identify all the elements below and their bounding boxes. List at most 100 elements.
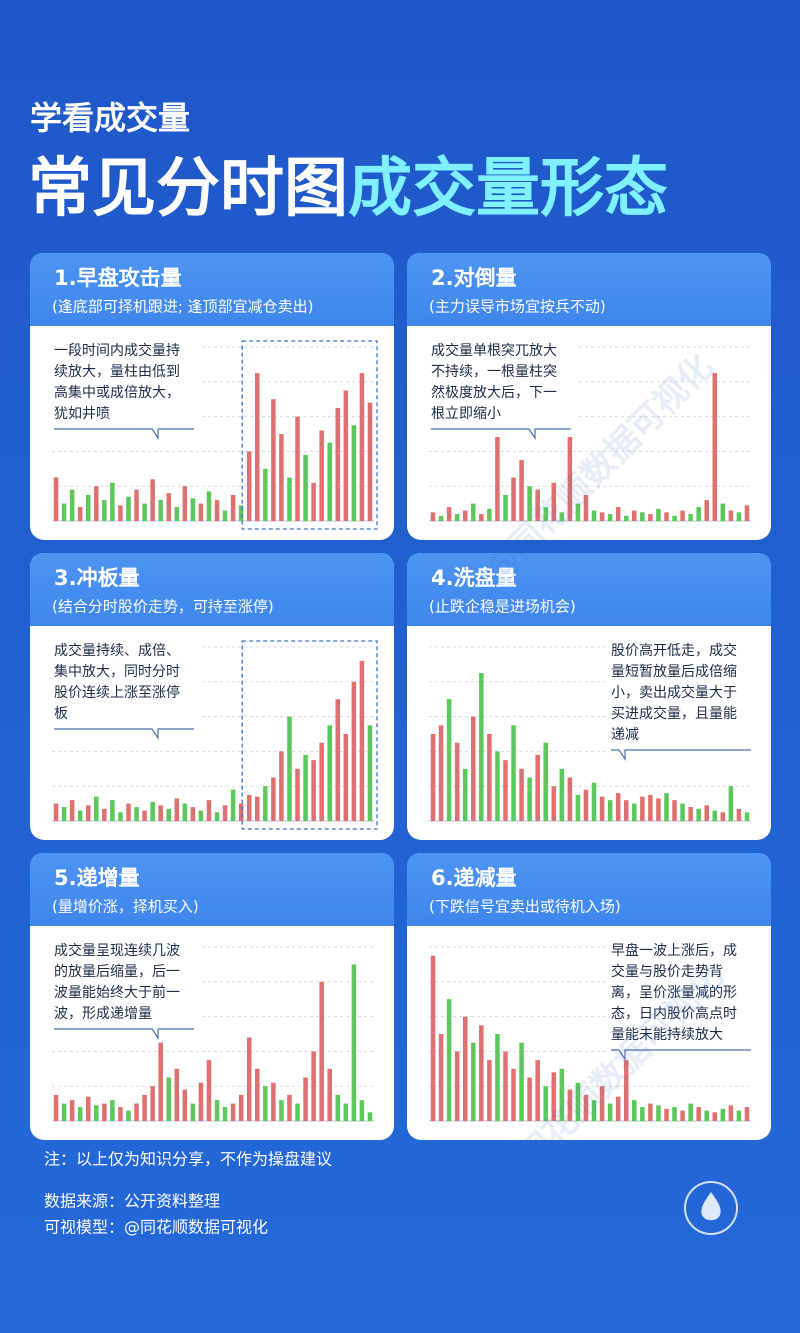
bar	[311, 1051, 316, 1121]
bar	[311, 482, 316, 521]
bar	[535, 754, 540, 821]
note: 注：以上仅为知识分享，不作为操盘建议	[44, 1150, 332, 1169]
bar	[599, 1086, 605, 1121]
bar	[591, 782, 597, 821]
bar	[222, 805, 228, 821]
bar	[471, 1042, 476, 1121]
main-title: 常见分时图成交量形态	[28, 152, 668, 226]
bar	[94, 796, 99, 821]
bar	[607, 800, 613, 821]
bar	[102, 1103, 107, 1121]
bar	[319, 430, 324, 521]
bar	[632, 1100, 637, 1121]
bar	[696, 507, 701, 521]
bar	[511, 1068, 516, 1121]
bar	[648, 514, 653, 521]
bar	[527, 777, 532, 821]
bar	[255, 373, 260, 521]
bar	[567, 1089, 573, 1121]
bar	[623, 515, 629, 521]
bar	[454, 1051, 460, 1121]
bar	[295, 416, 300, 521]
annotation-bg	[50, 639, 200, 737]
bar	[672, 1107, 677, 1121]
panel-title: 4.洗盘量	[431, 566, 517, 590]
bar	[69, 489, 75, 521]
bar	[198, 1082, 204, 1121]
bar	[438, 515, 444, 521]
bar	[559, 768, 565, 821]
bar	[158, 500, 163, 521]
bar	[319, 981, 324, 1121]
bar	[728, 1105, 734, 1121]
bar	[110, 482, 115, 521]
bar	[495, 416, 500, 521]
bar	[599, 512, 605, 521]
bar	[712, 373, 718, 521]
bar	[462, 768, 468, 821]
bar	[688, 1103, 693, 1121]
bar	[503, 494, 508, 521]
bar	[230, 494, 236, 521]
bar	[182, 803, 188, 821]
bar	[454, 742, 460, 821]
bar	[174, 798, 180, 821]
bar	[720, 812, 726, 821]
bar	[110, 800, 115, 821]
bar	[672, 515, 677, 521]
bar	[591, 510, 597, 521]
bar	[688, 514, 693, 521]
bar	[599, 796, 605, 821]
panel-title: 2.对倒量	[431, 266, 517, 290]
bar	[190, 498, 196, 521]
bar	[214, 500, 220, 521]
title-accent: 成交量形态	[348, 152, 668, 226]
panel-subtitle: (主力误导市场宜按兵不动)	[429, 298, 606, 316]
panel-header	[30, 553, 394, 626]
bar	[430, 512, 436, 521]
bar	[430, 734, 436, 821]
bar	[446, 999, 452, 1121]
bar	[664, 512, 669, 521]
bar	[511, 725, 516, 821]
bar	[479, 514, 484, 521]
bar	[126, 496, 131, 521]
bar	[94, 486, 99, 521]
bar	[351, 425, 357, 521]
bar	[263, 468, 268, 521]
bar	[271, 777, 276, 821]
bar	[359, 373, 365, 521]
annotation-line: 递减	[611, 727, 639, 743]
source: 数据来源：公开资料整理	[44, 1192, 220, 1211]
panel-title: 5.递增量	[54, 866, 140, 890]
annotation-line: 波量能始终大于前一	[54, 984, 180, 1001]
bar	[462, 1016, 468, 1121]
bar	[303, 454, 308, 521]
annotation-line: 早盘一波上涨后，成	[611, 942, 737, 959]
annotation-line: 板	[54, 706, 68, 722]
bar	[263, 1086, 268, 1121]
panel-header	[407, 853, 771, 926]
bar	[704, 1110, 709, 1121]
bar	[142, 810, 147, 821]
bar	[61, 1103, 67, 1121]
bar	[503, 760, 508, 821]
bar	[640, 512, 645, 521]
bar	[198, 810, 204, 821]
bar	[471, 503, 476, 521]
bar	[134, 807, 139, 821]
panel-subtitle: (下跌信号宜卖出或待机入场)	[429, 898, 621, 916]
callout-line	[54, 428, 194, 440]
annotation-bg	[607, 639, 757, 758]
title-white: 常见分时图	[28, 152, 348, 226]
bar	[206, 1060, 212, 1121]
panel-header	[407, 553, 771, 626]
bar	[575, 794, 581, 821]
bar	[446, 699, 452, 821]
bar	[166, 1077, 171, 1121]
bar	[118, 812, 123, 821]
bar	[198, 503, 204, 521]
bar	[279, 751, 284, 821]
bar	[744, 505, 750, 521]
bar	[664, 793, 669, 821]
